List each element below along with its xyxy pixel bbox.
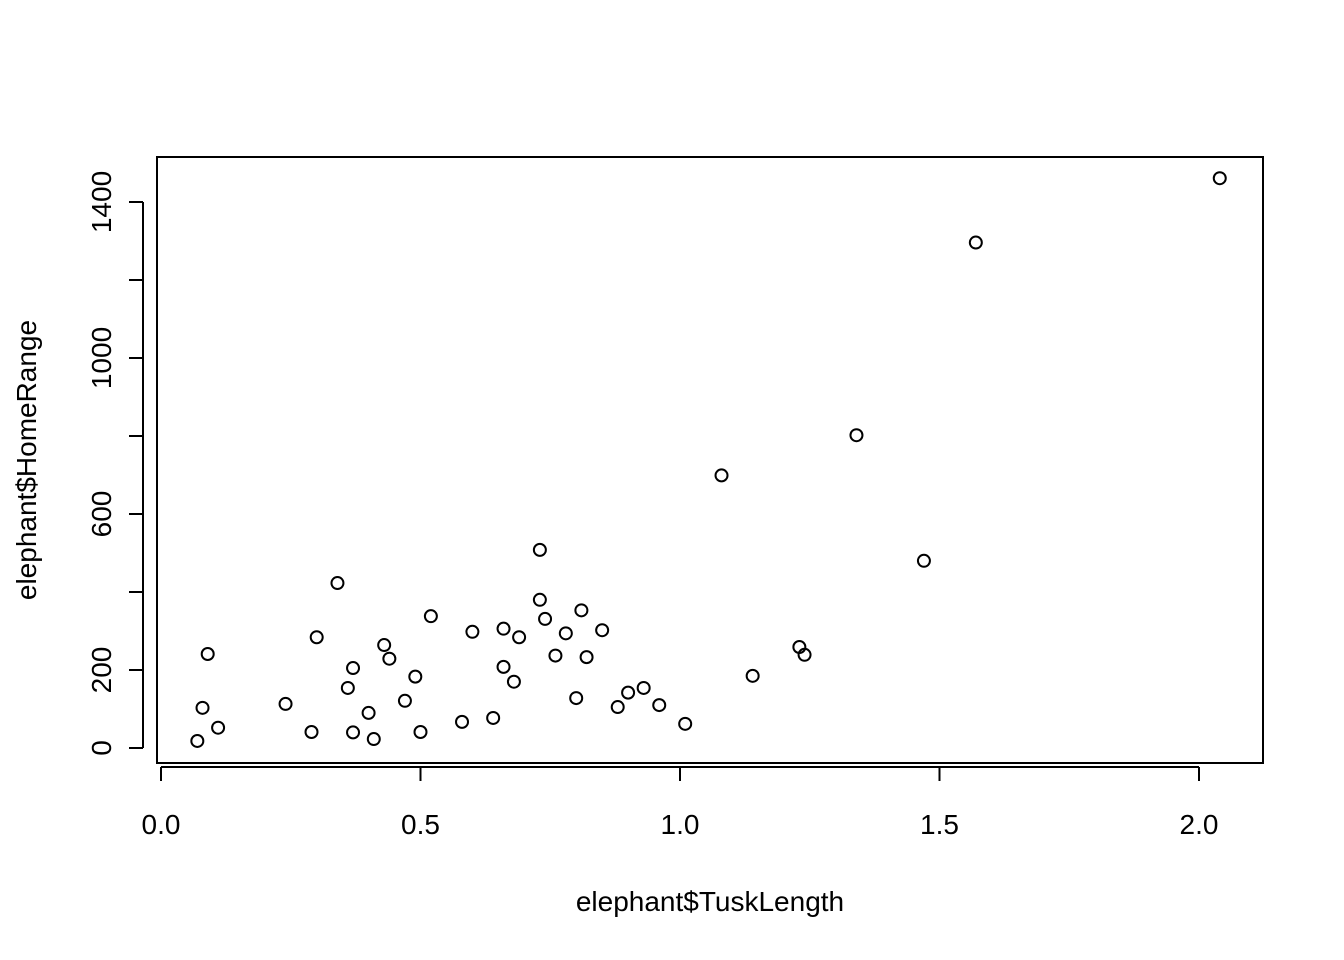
y-axis-label: elephant$HomeRange — [11, 320, 42, 600]
x-tick-label: 1.0 — [661, 809, 700, 840]
data-point — [506, 674, 521, 689]
data-point — [195, 700, 210, 715]
data-point — [652, 698, 667, 713]
x-tick-label: 0.0 — [142, 809, 181, 840]
data-point — [496, 659, 511, 674]
data-point — [377, 638, 392, 653]
data-point — [465, 624, 480, 639]
x-axis: 0.0 0.5 1.0 1.5 2.0 — [142, 766, 1219, 840]
data-point — [361, 705, 376, 720]
y-tick-label: 200 — [86, 647, 117, 694]
data-point — [621, 685, 636, 700]
x-axis-label: elephant$TuskLength — [576, 886, 844, 917]
data-point — [382, 651, 397, 666]
data-point — [200, 647, 215, 662]
data-point — [532, 592, 547, 607]
data-point — [569, 691, 584, 706]
data-point — [745, 668, 760, 683]
data-point — [512, 630, 527, 645]
data-point — [496, 621, 511, 636]
data-point — [346, 725, 361, 740]
data-point — [849, 428, 864, 443]
data-point — [486, 710, 501, 725]
data-point — [408, 669, 423, 684]
data-point — [340, 680, 355, 695]
data-point — [968, 235, 983, 250]
data-point — [423, 609, 438, 624]
y-tick-label: 1400 — [86, 171, 117, 233]
data-point — [413, 725, 428, 740]
x-tick-label: 0.5 — [401, 809, 440, 840]
data-point — [330, 576, 345, 591]
data-point — [548, 648, 563, 663]
data-point — [366, 732, 381, 747]
data-point — [714, 468, 729, 483]
data-point — [211, 720, 226, 735]
y-tick-label: 0 — [86, 740, 117, 756]
data-point — [190, 733, 205, 748]
data-point — [558, 626, 573, 641]
data-point — [916, 553, 931, 568]
data-point — [346, 661, 361, 676]
y-tick-label: 1000 — [86, 327, 117, 389]
y-axis: 0 200 600 1000 1400 — [86, 171, 144, 756]
data-point — [304, 725, 319, 740]
data-point — [797, 647, 812, 662]
x-tick-label: 1.5 — [920, 809, 959, 840]
data-point — [610, 700, 625, 715]
data-point — [532, 542, 547, 557]
data-point — [595, 623, 610, 638]
data-point — [574, 603, 589, 618]
data-point — [678, 716, 693, 731]
data-point — [1212, 171, 1227, 186]
data-points — [190, 171, 1227, 748]
data-point — [309, 630, 324, 645]
plot-frame — [156, 156, 1264, 764]
x-tick-label: 2.0 — [1180, 809, 1219, 840]
data-point — [636, 680, 651, 695]
data-point — [278, 696, 293, 711]
data-point — [579, 650, 594, 665]
data-point — [538, 611, 553, 626]
y-tick-label: 600 — [86, 491, 117, 538]
data-point — [455, 714, 470, 729]
data-point — [397, 693, 412, 708]
